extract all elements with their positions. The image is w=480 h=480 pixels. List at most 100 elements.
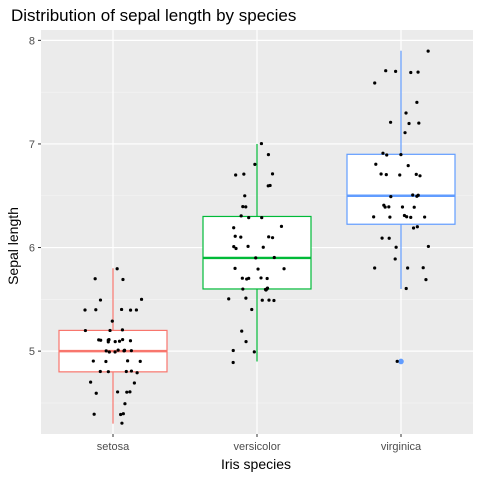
data-point (394, 69, 398, 73)
data-point (106, 338, 110, 342)
data-point (123, 402, 127, 406)
data-point (398, 173, 402, 177)
data-point (119, 307, 124, 312)
data-point (115, 267, 119, 271)
y-axis-title: Sepal length (5, 207, 21, 285)
data-point (373, 81, 377, 85)
data-point (259, 141, 264, 146)
data-point (120, 421, 124, 425)
data-point (421, 266, 425, 270)
data-point (108, 328, 112, 333)
data-point (412, 205, 416, 209)
plot-area: 5 6 7 8 setosa versicolor virginica (29, 30, 473, 453)
data-point (246, 244, 250, 248)
data-point (104, 359, 108, 364)
data-point (119, 412, 123, 417)
data-point (388, 215, 392, 219)
data-point (270, 236, 275, 240)
outlier-point (398, 358, 404, 365)
data-point (104, 349, 108, 353)
data-point (93, 277, 97, 281)
data-point (113, 350, 117, 354)
data-point (415, 225, 419, 229)
data-point (254, 256, 258, 260)
data-point (423, 215, 427, 219)
data-point (121, 337, 125, 342)
data-point (132, 381, 136, 385)
data-point (399, 153, 403, 157)
data-point (234, 246, 238, 251)
data-point (244, 340, 248, 344)
data-point (409, 215, 413, 220)
data-point (265, 286, 270, 290)
data-point (126, 359, 130, 363)
data-point (234, 173, 238, 177)
data-point (266, 184, 270, 188)
data-point (383, 205, 387, 209)
data-point (270, 172, 275, 176)
data-point (125, 390, 129, 394)
data-point (395, 359, 399, 363)
data-point (384, 173, 388, 177)
data-point (117, 339, 122, 343)
data-point (233, 234, 237, 238)
data-point (260, 216, 264, 220)
data-point (134, 308, 138, 312)
data-point (122, 348, 127, 353)
data-point (279, 224, 284, 228)
data-point (92, 412, 96, 416)
data-point (418, 174, 422, 178)
data-point (242, 172, 246, 176)
data-point (402, 213, 407, 218)
data-point (244, 296, 248, 300)
data-point (241, 287, 245, 291)
data-point (83, 308, 87, 312)
x-tick-label: virginica (381, 441, 422, 453)
data-point (106, 370, 110, 374)
data-point (116, 390, 120, 394)
data-point (94, 391, 98, 395)
data-point (400, 205, 405, 209)
data-point (98, 369, 102, 374)
data-point (239, 235, 243, 239)
data-point (394, 245, 398, 249)
y-tick-label: 5 (29, 346, 35, 358)
data-point (231, 348, 235, 353)
data-point (89, 380, 93, 384)
data-point (247, 216, 251, 220)
data-point (266, 153, 271, 157)
data-point (373, 266, 377, 270)
y-tick-label: 6 (29, 243, 35, 255)
data-point (116, 348, 120, 352)
data-point (120, 328, 125, 332)
data-point (409, 70, 413, 75)
data-point (424, 278, 428, 282)
data-point (232, 245, 236, 249)
data-point (416, 70, 420, 74)
data-point (129, 349, 133, 353)
data-point (98, 298, 103, 302)
box-versicolor (202, 215, 312, 290)
data-point (267, 235, 271, 239)
data-point (232, 226, 236, 230)
data-point (231, 360, 235, 365)
data-point (240, 276, 244, 280)
data-point (259, 276, 263, 280)
data-point (252, 350, 256, 354)
x-tick-label: setosa (97, 441, 130, 453)
data-point (124, 369, 128, 374)
data-point (128, 390, 132, 394)
data-point (404, 111, 408, 115)
data-point (389, 195, 393, 199)
data-point (239, 214, 243, 218)
data-point (135, 371, 139, 375)
data-point (417, 121, 421, 125)
data-point (99, 338, 103, 342)
data-point (381, 151, 385, 155)
x-tick-label: versicolor (233, 441, 280, 453)
data-point (110, 319, 114, 323)
data-point (139, 297, 144, 301)
data-point (426, 49, 430, 53)
data-point (406, 164, 410, 168)
